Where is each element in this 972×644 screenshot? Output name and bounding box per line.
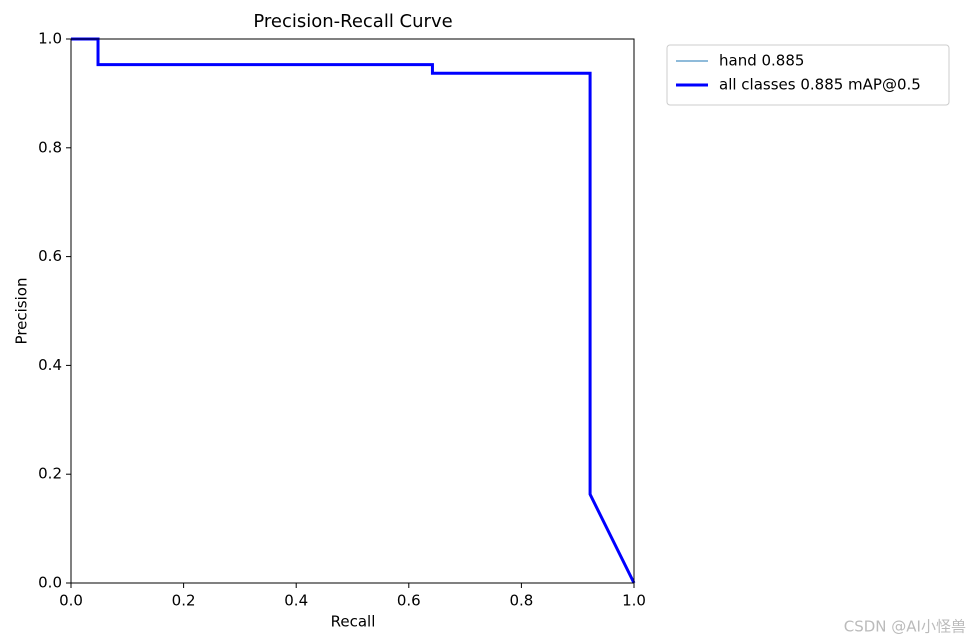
x-tick-label: 0.6 [397, 592, 421, 610]
y-tick-label: 1.0 [38, 30, 62, 48]
x-tick-label: 1.0 [622, 592, 646, 610]
legend-label: hand 0.885 [719, 52, 804, 70]
y-tick-label: 0.0 [38, 574, 62, 592]
y-tick-label: 0.8 [38, 138, 62, 156]
plot-frame [70, 38, 635, 584]
pr-curve [71, 38, 635, 584]
y-tick-label: 0.6 [38, 247, 62, 265]
y-axis-label: Precision [13, 278, 31, 345]
legend-label: all classes 0.885 mAP@0.5 [719, 76, 921, 94]
x-axis-label: Recall [331, 613, 376, 631]
y-tick-label: 0.4 [38, 356, 62, 374]
x-tick-label: 0.2 [172, 592, 196, 610]
x-tick-label: 0.4 [284, 592, 308, 610]
legend-box [666, 44, 950, 106]
chart-title: Precision-Recall Curve [253, 11, 452, 32]
pr-curve [71, 37, 636, 584]
watermark: CSDN @AI小怪兽 [844, 618, 966, 636]
x-tick-label: 0.8 [509, 592, 533, 610]
y-tick-label: 0.2 [38, 465, 62, 483]
x-tick-label: 0.0 [59, 592, 83, 610]
